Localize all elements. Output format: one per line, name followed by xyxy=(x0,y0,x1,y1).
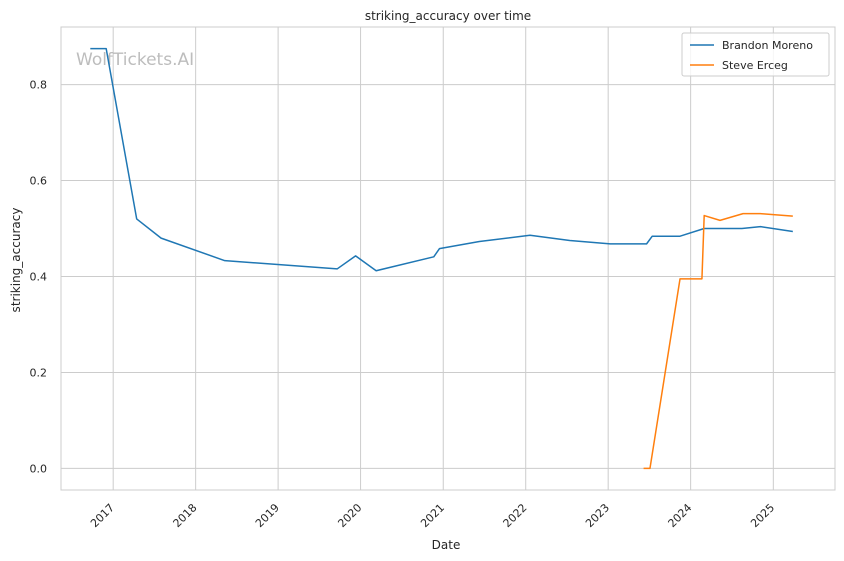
y-tick-label: 0.4 xyxy=(30,270,48,283)
series-line-steve-erceg xyxy=(643,212,793,470)
legend-box xyxy=(681,32,830,77)
series-group xyxy=(90,47,793,470)
y-tick-label: 0.8 xyxy=(30,79,48,92)
watermark: WolfTickets.AI xyxy=(76,50,194,70)
series-line-brandon-moreno xyxy=(90,47,793,272)
y-tick-label: 0.6 xyxy=(30,175,48,188)
legend-label: Brandon Moreno xyxy=(722,39,813,52)
x-axis-label: Date xyxy=(432,538,461,552)
y-axis-label: striking_accuracy xyxy=(9,208,23,313)
legend-label: Steve Erceg xyxy=(722,59,788,72)
plot-frame xyxy=(60,26,836,491)
y-tick-labels: 0.0 0.2 0.4 0.6 0.8 xyxy=(30,79,48,476)
y-tick-label: 0.2 xyxy=(30,366,48,379)
y-tick-label: 0.0 xyxy=(30,462,48,475)
grid xyxy=(61,27,835,490)
chart-title: striking_accuracy over time xyxy=(365,9,531,23)
legend: Brandon Moreno Steve Erceg xyxy=(681,32,830,77)
